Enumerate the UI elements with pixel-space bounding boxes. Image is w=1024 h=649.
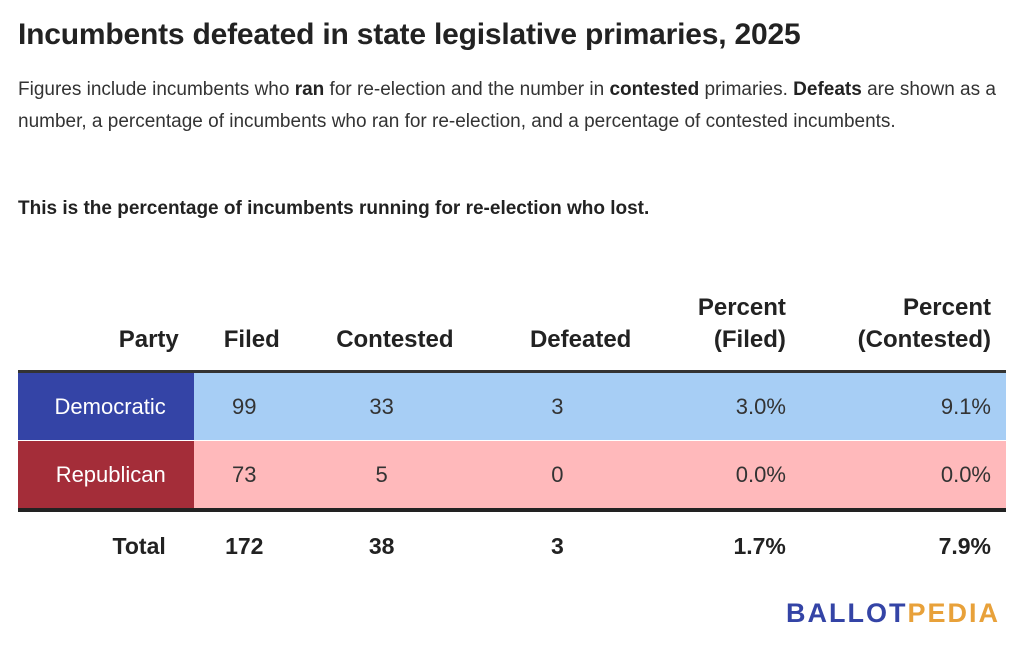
- total-label: Total: [112, 532, 166, 559]
- table-row-democratic: Democratic 99 33 3 3.0% 9.1%: [18, 371, 1006, 441]
- table-row-total: Total 172 38 3 1.7% 7.9%: [18, 510, 1006, 580]
- header-defeated: Defeated: [468, 270, 647, 373]
- cell-republican-percent-contested: 0.0%: [800, 440, 1006, 512]
- cell-democratic-filed: 99: [193, 371, 295, 441]
- chart-description: Figures include incumbents who ran for r…: [18, 79, 996, 132]
- total-contested: 38: [368, 532, 395, 559]
- cell-democratic-percent-contested: 9.1%: [800, 371, 1006, 441]
- party-label-republican: Republican: [18, 440, 194, 512]
- total-defeated: 3: [551, 532, 564, 559]
- ballotpedia-logo: BALLOTPEDIA: [786, 598, 1000, 629]
- cell-republican-contested: 5: [294, 440, 469, 512]
- cell-republican-defeated: 0: [468, 440, 647, 512]
- header-contested: Contested: [294, 270, 469, 373]
- cell-republican-filed: 73: [193, 440, 295, 512]
- cell-democratic-defeated: 3: [468, 371, 647, 441]
- header-party: Party: [18, 270, 194, 373]
- header-percent-filed: Percent (Filed): [646, 270, 801, 373]
- header-percent-contested: Percent (Contested): [800, 270, 1006, 373]
- chart-note: This is the percentage of incumbents run…: [18, 198, 650, 219]
- header-row: Party Filed Contested Defeated Percent (F…: [18, 270, 1006, 373]
- total-percent-filed: 1.7%: [733, 532, 786, 559]
- logo-part-pedia: PEDIA: [907, 598, 1000, 628]
- total-filed: 172: [225, 532, 264, 559]
- logo-part-ballot: BALLOT: [785, 598, 908, 628]
- party-label-democratic: Democratic: [18, 371, 194, 441]
- total-percent-contested: 7.9%: [938, 532, 991, 559]
- table-row-republican: Republican 73 5 0 0.0% 0.0%: [18, 440, 1006, 512]
- results-table: Party Filed Contested Defeated Percent (F…: [18, 270, 1006, 580]
- cell-republican-percent-filed: 0.0%: [646, 440, 801, 512]
- header-filed: Filed: [193, 270, 295, 373]
- chart-title: Incumbents defeated in state legislative…: [18, 18, 801, 51]
- cell-democratic-contested: 33: [294, 371, 469, 441]
- cell-democratic-percent-filed: 3.0%: [646, 371, 801, 441]
